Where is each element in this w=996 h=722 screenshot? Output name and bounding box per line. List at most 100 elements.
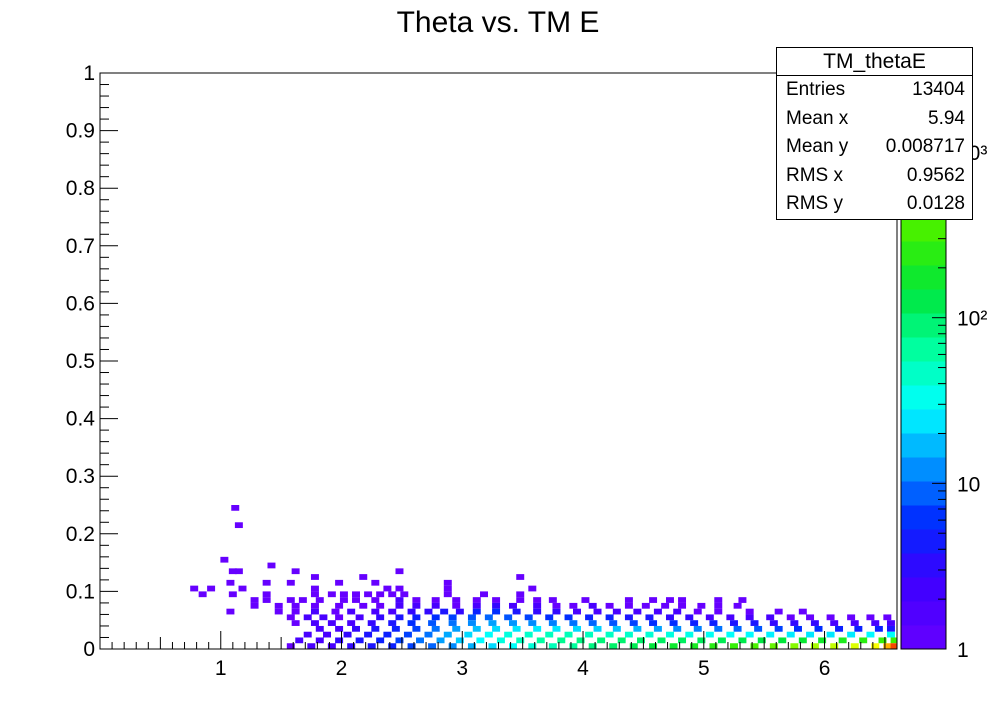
heatmap-cell [886,631,895,638]
heatmap-cell [790,643,799,649]
heatmap-cell [516,637,525,644]
heatmap-cell [291,602,300,609]
heatmap-cell [690,643,699,649]
heatmap-cell [588,643,597,649]
heatmap-cell [778,637,787,644]
heatmap-cell [455,608,464,615]
heatmap-cell [810,620,819,626]
heatmap-cell [528,620,537,626]
heatmap-cell [769,620,778,626]
stats-label: Entries [786,79,846,100]
heatmap-cell [729,643,738,649]
heatmap-cell [407,608,416,615]
heatmap-cell [609,643,618,649]
heatmap-cell [786,631,795,638]
heatmap-cell [431,614,440,621]
x-tick-label: 3 [456,657,468,680]
heatmap-cell [545,631,554,638]
x-tick-label: 5 [698,657,710,680]
heatmap-cell [790,620,799,626]
heatmap-cell [830,643,839,649]
heatmap-cell [303,631,312,638]
y-tick-label: 0.7 [66,235,95,258]
heatmap-cell [738,637,747,644]
heatmap-cell [383,631,392,638]
heatmap-cell [754,625,763,632]
heatmap-cell [480,591,488,598]
heatmap-cell [714,602,723,609]
y-tick-label: 0.4 [66,408,96,431]
heatmap-cell [298,597,307,603]
heatmap-cell [274,608,283,615]
heatmap-cell [347,608,356,615]
heatmap-cell [359,574,368,580]
heatmap-cell [238,585,247,592]
heatmap-cell [250,602,259,609]
stats-box: TM_thetaE Entries 13404 Mean x 5.94 Mean… [776,47,973,220]
heatmap-cell [424,631,433,638]
heatmap-cell [467,620,476,626]
heatmap-cell [705,614,714,621]
stats-label: RMS y [786,193,843,215]
heatmap-cell [431,597,440,603]
heatmap-cell [745,631,754,638]
heatmap-cell [717,637,726,644]
heatmap-cell [774,625,783,632]
heatmap-cell [697,637,706,644]
heatmap-cell [793,625,802,632]
heatmap-cell [412,614,421,621]
z-tick-label: 10² [957,308,987,331]
heatmap-cell [443,585,452,592]
heatmap-cell [533,625,542,632]
heatmap-cell [424,608,433,615]
y-tick-label: 0.3 [66,465,95,488]
heatmap-cell [830,620,839,626]
heatmap-cell [428,620,437,626]
palette-bin [901,385,946,410]
heatmap-cell [665,597,674,603]
y-tick-label: 0.9 [66,120,95,143]
heatmap-cell [472,608,481,615]
heatmap-cell [371,579,380,586]
heatmap-cell [548,597,557,603]
heatmap-cell [492,625,501,632]
stats-row-entries: Entries 13404 [777,76,972,105]
stats-row-mean-x: Mean x 5.94 [777,105,972,134]
heatmap-cell [524,631,533,638]
heatmap-cell [685,631,694,638]
heatmap-cell [331,608,340,615]
y-tick-label: 0.8 [66,177,95,200]
heatmap-cell [750,620,759,626]
heatmap-cell [395,585,404,592]
y-tick-label: 0 [83,638,95,661]
heatmap-cell [407,643,416,649]
heatmap-cell [443,631,452,638]
heatmap-cell [359,602,368,609]
heatmap-cell [545,614,554,621]
heatmap-cell [231,505,240,511]
heatmap-cell [364,631,373,638]
heatmap-cell [452,597,461,603]
heatmap-cell [818,637,827,644]
heatmap-cell [496,637,505,644]
heatmap-cell [512,625,521,632]
heatmap-cell [347,643,356,649]
heatmap-cell [226,608,235,615]
stats-label: RMS x [786,164,843,186]
palette-bin [901,457,946,482]
heatmap-cell [847,631,856,638]
heatmap-cell [412,602,421,609]
heatmap-cell [757,637,766,644]
heatmap-cell [371,625,380,632]
heatmap-cell [391,625,400,632]
heatmap-cell [339,591,348,598]
palette-bin [901,529,946,554]
heatmap-cell [528,643,537,649]
heatmap-cell [335,625,344,632]
axes: 1 2 3 4 5 6 0 0.1 0.2 0.3 0.4 0.5 0.6 0.7 0.8 0.9 1 [66,62,898,680]
heatmap-cell [388,620,397,626]
heatmap-cell [220,556,229,563]
heatmap-cell [371,597,380,603]
heatmap-cell [750,643,759,649]
heatmap-cell [826,614,835,621]
